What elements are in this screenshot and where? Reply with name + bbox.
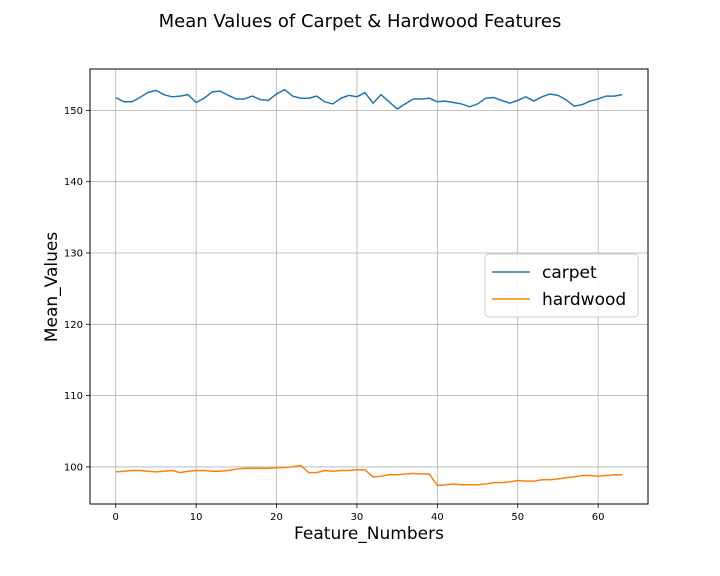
x-tick-label-20: 20 (270, 512, 283, 523)
legend: carpet hardwood (484, 253, 639, 318)
x-tick-label-50: 50 (511, 512, 524, 523)
x-axis-label: Feature_Numbers (294, 524, 444, 544)
y-tick-label-150: 150 (64, 106, 83, 117)
y-axis-label: Mean_Values (42, 232, 62, 343)
grid-lines (90, 69, 648, 504)
chart-title: Mean Values of Carpet & Hardwood Feature… (159, 11, 562, 32)
x-tick-label-0: 0 (113, 512, 119, 523)
series-line-carpet (115, 88, 623, 110)
y-tick-label-110: 110 (64, 391, 83, 402)
plot-area-frame (89, 68, 649, 505)
y-tick-label-130: 130 (64, 248, 83, 259)
x-tick-label-60: 60 (592, 512, 605, 523)
series-layer (115, 88, 623, 487)
x-tick-label-10: 10 (190, 512, 203, 523)
axis-ticks: 0 10 20 30 40 50 60 100 110 120 130 140 150 (64, 106, 605, 523)
legend-label-carpet: carpet (542, 263, 597, 283)
y-tick-label-140: 140 (64, 177, 83, 188)
y-tick-label-100: 100 (64, 462, 83, 473)
legend-box (484, 253, 639, 318)
y-tick-label-120: 120 (64, 320, 83, 331)
x-tick-label-30: 30 (351, 512, 364, 523)
legend-label-hardwood: hardwood (542, 290, 626, 310)
series-line-hardwood (115, 464, 623, 487)
x-tick-label-40: 40 (431, 512, 444, 523)
